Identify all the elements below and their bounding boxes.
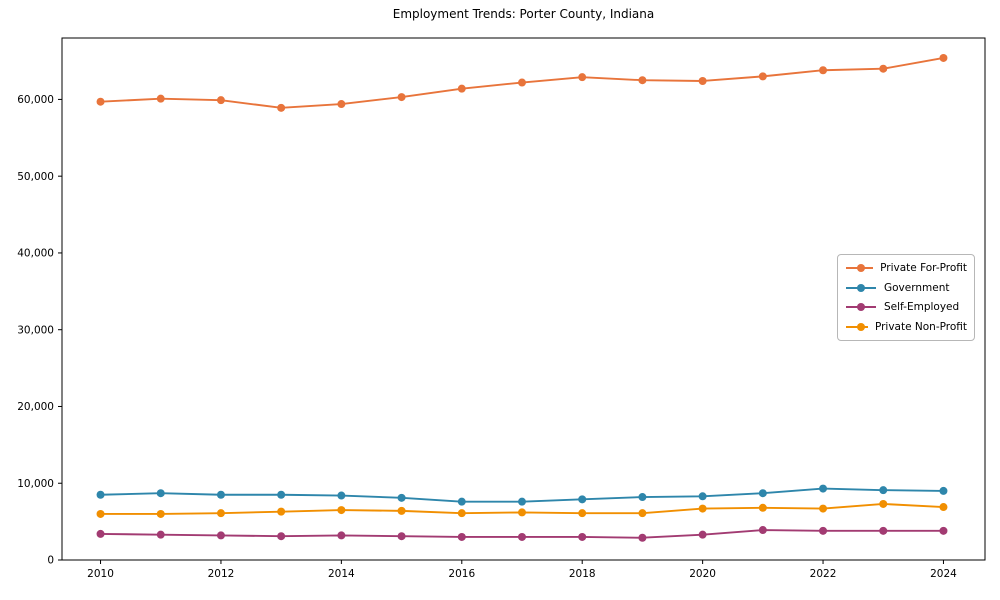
data-point-self-employed-2011 xyxy=(156,530,165,539)
data-point-private-for-profit-2019 xyxy=(638,76,647,85)
legend-item-self-employed: Self-Employed xyxy=(845,301,967,313)
data-point-self-employed-2020 xyxy=(698,530,707,539)
data-point-private-for-profit-2011 xyxy=(156,94,165,103)
legend: Private For-Profit Government Self-Employe… xyxy=(837,254,975,341)
data-point-private-non-profit-2011 xyxy=(156,509,165,518)
y-tick-label: 40,000 xyxy=(17,248,54,260)
data-point-private-for-profit-2013 xyxy=(277,103,286,112)
x-tick-label: 2018 xyxy=(569,568,596,580)
data-point-self-employed-2022 xyxy=(819,526,828,535)
data-point-self-employed-2023 xyxy=(879,526,888,535)
y-tick-label: 0 xyxy=(47,555,54,567)
data-point-self-employed-2018 xyxy=(578,532,587,541)
data-point-government-2021 xyxy=(758,489,767,498)
legend-marker xyxy=(857,303,865,312)
plot-border xyxy=(61,37,986,561)
legend-swatch-icon xyxy=(846,263,874,272)
legend-item-government: Government xyxy=(845,282,967,294)
data-point-private-non-profit-2018 xyxy=(578,509,587,518)
data-point-self-employed-2012 xyxy=(216,531,225,540)
data-point-private-non-profit-2017 xyxy=(517,508,526,517)
data-point-government-2016 xyxy=(457,497,466,506)
data-point-private-non-profit-2015 xyxy=(397,506,406,515)
legend-item-private-non-profit: Private Non-Profit xyxy=(845,321,967,333)
x-tick-label: 2014 xyxy=(328,568,355,580)
data-point-government-2014 xyxy=(337,491,346,500)
data-point-private-non-profit-2016 xyxy=(457,509,466,518)
data-point-self-employed-2010 xyxy=(96,529,105,538)
chart-title: Employment Trends: Porter County, Indian… xyxy=(392,7,655,21)
y-tick-label: 20,000 xyxy=(17,401,54,413)
data-point-self-employed-2024 xyxy=(939,526,948,535)
legend-label: Government xyxy=(884,281,950,294)
legend-label: Private For-Profit xyxy=(880,261,967,274)
y-tick-label: 50,000 xyxy=(17,171,54,183)
data-point-self-employed-2019 xyxy=(638,533,647,542)
data-point-government-2019 xyxy=(638,493,647,502)
data-point-government-2017 xyxy=(517,497,526,506)
x-tick-label: 2012 xyxy=(208,568,235,580)
data-point-private-for-profit-2016 xyxy=(457,84,466,93)
data-point-government-2022 xyxy=(819,484,828,493)
data-point-self-employed-2015 xyxy=(397,532,406,541)
data-point-self-employed-2021 xyxy=(758,526,767,535)
data-point-private-non-profit-2022 xyxy=(819,504,828,513)
data-point-private-for-profit-2010 xyxy=(96,97,105,106)
legend-item-private-for-profit: Private For-Profit xyxy=(845,262,967,274)
legend-label: Private Non-Profit xyxy=(874,321,967,334)
legend-marker xyxy=(857,263,865,272)
data-point-government-2015 xyxy=(397,493,406,502)
data-point-self-employed-2014 xyxy=(337,531,346,540)
data-point-self-employed-2016 xyxy=(457,532,466,541)
data-point-government-2013 xyxy=(277,490,286,499)
data-point-private-for-profit-2022 xyxy=(819,66,828,75)
data-point-government-2012 xyxy=(216,490,225,499)
data-point-private-non-profit-2021 xyxy=(758,503,767,512)
data-point-private-non-profit-2023 xyxy=(879,499,888,508)
legend-label: Self-Employed xyxy=(884,301,960,314)
legend-swatch-icon xyxy=(846,283,876,292)
data-point-self-employed-2017 xyxy=(517,532,526,541)
data-point-government-2024 xyxy=(939,486,948,495)
data-point-private-non-profit-2024 xyxy=(939,503,948,512)
data-point-private-non-profit-2013 xyxy=(277,507,286,516)
data-point-private-for-profit-2014 xyxy=(337,100,346,109)
data-point-private-non-profit-2010 xyxy=(96,509,105,518)
x-tick-label: 2010 xyxy=(87,568,114,580)
data-point-private-for-profit-2024 xyxy=(939,53,948,62)
data-point-government-2023 xyxy=(879,486,888,495)
data-point-private-for-profit-2021 xyxy=(758,72,767,81)
x-tick-label: 2022 xyxy=(810,568,837,580)
legend-swatch-icon xyxy=(846,323,868,332)
data-point-self-employed-2013 xyxy=(277,532,286,541)
data-point-private-for-profit-2017 xyxy=(517,78,526,87)
data-point-private-non-profit-2019 xyxy=(638,509,647,518)
data-point-private-non-profit-2020 xyxy=(698,504,707,513)
data-point-private-non-profit-2012 xyxy=(216,509,225,518)
data-point-government-2010 xyxy=(96,490,105,499)
data-point-government-2018 xyxy=(578,495,587,504)
data-point-private-for-profit-2018 xyxy=(578,73,587,82)
data-point-government-2011 xyxy=(156,489,165,498)
data-point-private-for-profit-2015 xyxy=(397,93,406,102)
legend-swatch-icon xyxy=(846,303,876,312)
data-point-private-non-profit-2014 xyxy=(337,506,346,515)
y-tick-label: 10,000 xyxy=(17,478,54,490)
data-point-private-for-profit-2020 xyxy=(698,76,707,85)
x-tick-label: 2020 xyxy=(689,568,716,580)
y-tick-label: 30,000 xyxy=(17,324,54,336)
x-tick-label: 2024 xyxy=(930,568,957,580)
legend-marker xyxy=(857,283,865,292)
x-tick-label: 2016 xyxy=(448,568,475,580)
legend-marker xyxy=(857,323,865,332)
data-point-government-2020 xyxy=(698,492,707,501)
data-point-private-for-profit-2023 xyxy=(879,64,888,73)
y-tick-label: 60,000 xyxy=(17,94,54,106)
data-point-private-for-profit-2012 xyxy=(216,96,225,105)
